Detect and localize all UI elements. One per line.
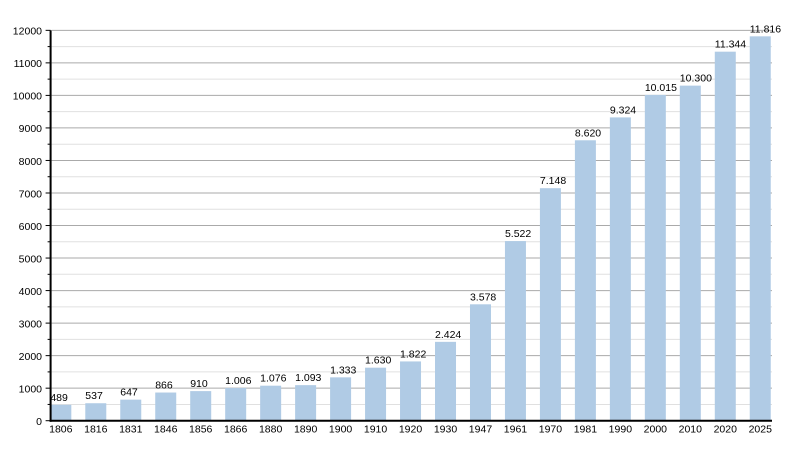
svg-text:1970: 1970 [539, 424, 563, 436]
svg-text:11.344: 11.344 [715, 39, 746, 51]
svg-text:3.578: 3.578 [470, 291, 496, 303]
svg-text:1890: 1890 [294, 424, 318, 436]
svg-text:1947: 1947 [469, 424, 493, 436]
svg-text:7000: 7000 [19, 188, 43, 200]
svg-text:1866: 1866 [224, 424, 248, 436]
svg-text:1.006: 1.006 [225, 375, 251, 387]
svg-text:2025: 2025 [749, 424, 773, 436]
svg-text:10.300: 10.300 [680, 73, 712, 85]
svg-text:10.015: 10.015 [645, 82, 677, 94]
svg-text:1846: 1846 [154, 424, 178, 436]
svg-text:1990: 1990 [609, 424, 633, 436]
svg-text:1831: 1831 [119, 424, 143, 436]
svg-text:6000: 6000 [19, 221, 43, 233]
svg-text:1816: 1816 [84, 424, 108, 436]
svg-text:2020: 2020 [714, 424, 738, 436]
svg-text:10000: 10000 [13, 91, 42, 103]
svg-text:12000: 12000 [13, 26, 42, 38]
svg-text:537: 537 [85, 390, 103, 402]
svg-text:910: 910 [190, 378, 208, 390]
svg-text:1.333: 1.333 [330, 364, 356, 376]
svg-text:0: 0 [36, 416, 42, 428]
svg-text:1930: 1930 [434, 424, 458, 436]
svg-text:1.630: 1.630 [365, 355, 391, 367]
svg-text:1.076: 1.076 [260, 373, 286, 385]
svg-text:1961: 1961 [504, 424, 528, 436]
svg-text:2.424: 2.424 [435, 329, 461, 341]
svg-text:1910: 1910 [364, 424, 388, 436]
svg-text:866: 866 [155, 380, 173, 392]
svg-text:5.522: 5.522 [505, 228, 531, 240]
svg-text:2000: 2000 [644, 424, 668, 436]
svg-text:1981: 1981 [574, 424, 598, 436]
svg-text:8.620: 8.620 [575, 127, 601, 139]
svg-text:2010: 2010 [679, 424, 703, 436]
svg-text:5000: 5000 [19, 253, 43, 265]
svg-text:3000: 3000 [19, 318, 43, 330]
svg-text:9000: 9000 [19, 123, 43, 135]
svg-text:1806: 1806 [49, 424, 73, 436]
svg-text:9.324: 9.324 [610, 104, 636, 116]
svg-text:2000: 2000 [19, 351, 43, 363]
svg-text:8000: 8000 [19, 156, 43, 168]
svg-text:1856: 1856 [189, 424, 213, 436]
svg-text:11000: 11000 [14, 58, 43, 70]
svg-text:11.816: 11.816 [750, 23, 781, 35]
svg-text:1920: 1920 [399, 424, 423, 436]
svg-text:1900: 1900 [329, 424, 353, 436]
svg-text:1880: 1880 [259, 424, 283, 436]
svg-text:647: 647 [120, 387, 138, 399]
svg-text:1.822: 1.822 [400, 348, 426, 360]
svg-text:7.148: 7.148 [540, 175, 566, 187]
svg-text:4000: 4000 [19, 286, 43, 298]
svg-text:489: 489 [50, 392, 68, 404]
svg-text:1000: 1000 [19, 383, 43, 395]
svg-text:1.093: 1.093 [295, 372, 321, 384]
